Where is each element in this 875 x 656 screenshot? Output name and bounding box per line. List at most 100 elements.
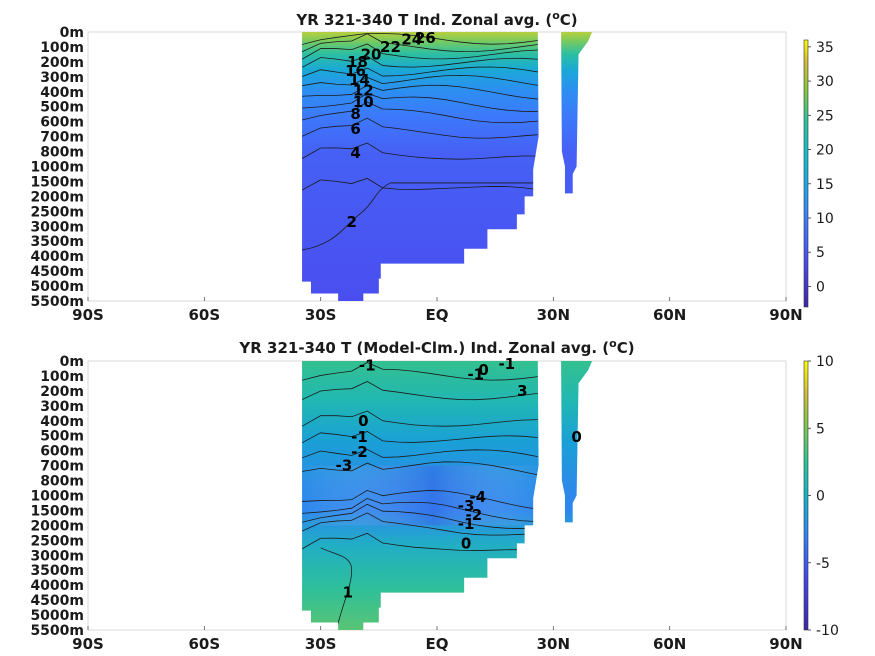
contour-label: -2 xyxy=(466,506,483,524)
y-tick-label: 0m xyxy=(60,354,84,370)
contour-label: 0 xyxy=(478,361,488,379)
colorbar-tick-label: -10 xyxy=(816,623,839,639)
x-tick-label: 60N xyxy=(653,306,686,324)
colorbar-tick-label: -5 xyxy=(816,556,830,572)
contour-line xyxy=(302,43,538,60)
y-tick-label: 2000m xyxy=(30,518,84,534)
contour-label: -1 xyxy=(359,356,376,374)
y-tick-label: 800m xyxy=(40,145,84,161)
x-tick-label: 60S xyxy=(188,306,220,324)
colorbar-tick-label: 10 xyxy=(816,211,834,227)
y-tick-label: 500m xyxy=(40,429,84,445)
contour-line xyxy=(302,33,538,46)
y-tick-label: 1500m xyxy=(30,503,84,519)
y-tick-label: 1000m xyxy=(30,160,84,176)
y-axis: 0m100m200m300m400m500m600m700m800m1000m1… xyxy=(30,354,84,639)
contour-label: 8 xyxy=(350,105,360,123)
y-tick-label: 5000m xyxy=(30,279,84,295)
contour-line xyxy=(302,410,538,428)
x-tick-label: 90N xyxy=(769,306,802,324)
y-tick-label: 100m xyxy=(40,40,84,56)
colorbar: 35 30 25 20 15 10 5 0 xyxy=(803,39,834,308)
contour-label: 18 xyxy=(347,53,368,71)
colorbar-tick-label: 25 xyxy=(816,108,834,124)
contour-label: 0 xyxy=(358,412,368,430)
colorbar-tick-label: 15 xyxy=(816,177,834,193)
contour-line xyxy=(302,66,538,78)
y-tick-label: 400m xyxy=(40,414,84,430)
y-tick-label: 400m xyxy=(40,85,84,101)
contour-labels: -1 -10 -130-1-2-30-4-3-2-101 xyxy=(336,355,582,602)
contour-line xyxy=(302,182,534,251)
contour-label: -4 xyxy=(469,488,486,506)
contour-line xyxy=(302,33,538,53)
y-tick-label: 2500m xyxy=(30,533,84,549)
contour-line xyxy=(302,55,538,69)
y-tick-label: 800m xyxy=(40,474,84,490)
y-tick-label: 5000m xyxy=(30,608,84,624)
contour-label: -3 xyxy=(336,457,353,475)
y-tick-label: 3500m xyxy=(30,563,84,579)
y-tick-label: 1500m xyxy=(30,174,84,190)
contour-label: 20 xyxy=(361,45,382,63)
contour-label: 0 xyxy=(571,428,581,446)
contour-line xyxy=(302,142,538,160)
contour-line xyxy=(302,489,538,510)
colorbar-tick-label: 0 xyxy=(816,489,825,505)
x-tick-label: 30N xyxy=(537,306,570,324)
contour-label: 16 xyxy=(345,62,366,80)
y-tick-label: 4000m xyxy=(30,578,84,594)
x-axis: 90S 60S 30S EQ 30N 60N 90N xyxy=(72,626,803,653)
contour-label: 4 xyxy=(350,144,360,162)
contour-line xyxy=(302,117,538,139)
y-tick-label: 0m xyxy=(60,25,84,41)
contour-line xyxy=(320,547,353,631)
contour-label: 24 xyxy=(401,30,422,48)
contour-label: -1 xyxy=(498,355,515,373)
y-tick-label: 200m xyxy=(40,55,84,71)
x-tick-label: 90S xyxy=(72,635,104,653)
contour-label: 2 xyxy=(346,213,356,231)
contour-line xyxy=(302,503,538,529)
contour-line xyxy=(302,431,538,444)
x-tick-label: 30S xyxy=(305,306,337,324)
y-axis: 0m100m200m300m400m500m600m700m800m1000m1… xyxy=(30,25,84,310)
colorbar-tick-label: 10 xyxy=(816,354,834,370)
x-tick-label: EQ xyxy=(426,635,449,653)
contour-line xyxy=(302,84,538,100)
colorbar-tick-label: 35 xyxy=(816,40,834,56)
y-tick-label: 200m xyxy=(40,384,84,400)
y-tick-label: 4500m xyxy=(30,264,84,280)
x-tick-label: 30N xyxy=(537,635,570,653)
chart-title: YR 321-340 T (Model-Clm.) Ind. Zonal avg… xyxy=(238,337,634,357)
colorbar-tick-label: 5 xyxy=(816,245,825,261)
colorbar-tick-label: 30 xyxy=(816,74,834,90)
y-tick-label: 4500m xyxy=(30,593,84,609)
contour-label: -1 xyxy=(458,515,475,533)
y-tick-label: 4000m xyxy=(30,249,84,265)
x-tick-label: 60S xyxy=(188,635,220,653)
contour-label: -1 xyxy=(467,365,484,383)
x-tick-label: EQ xyxy=(426,306,449,324)
contour-label: 26 xyxy=(415,29,436,47)
y-tick-label: 600m xyxy=(40,115,84,131)
contour-line xyxy=(302,381,538,401)
contour-label: 1 xyxy=(343,584,353,602)
contour-line xyxy=(302,461,538,476)
x-tick-label: 30S xyxy=(305,635,337,653)
contour-label: 12 xyxy=(353,81,374,99)
contour-line xyxy=(302,448,538,459)
y-tick-label: 3500m xyxy=(30,234,84,250)
contour-label: 0 xyxy=(461,534,471,552)
y-tick-label: 500m xyxy=(40,100,84,116)
colorbar-scale xyxy=(803,39,809,308)
x-axis: 90S 60S 30S EQ 30N 60N 90N xyxy=(72,297,803,324)
chart-title: YR 321-340 T Ind. Zonal avg. (oC) xyxy=(295,9,577,29)
contour-line xyxy=(302,177,538,191)
y-tick-label: 700m xyxy=(40,130,84,146)
contour-label: 3 xyxy=(517,382,527,400)
y-tick-label: 300m xyxy=(40,70,84,86)
y-tick-label: 300m xyxy=(40,399,84,415)
contour-label: 6 xyxy=(350,120,360,138)
